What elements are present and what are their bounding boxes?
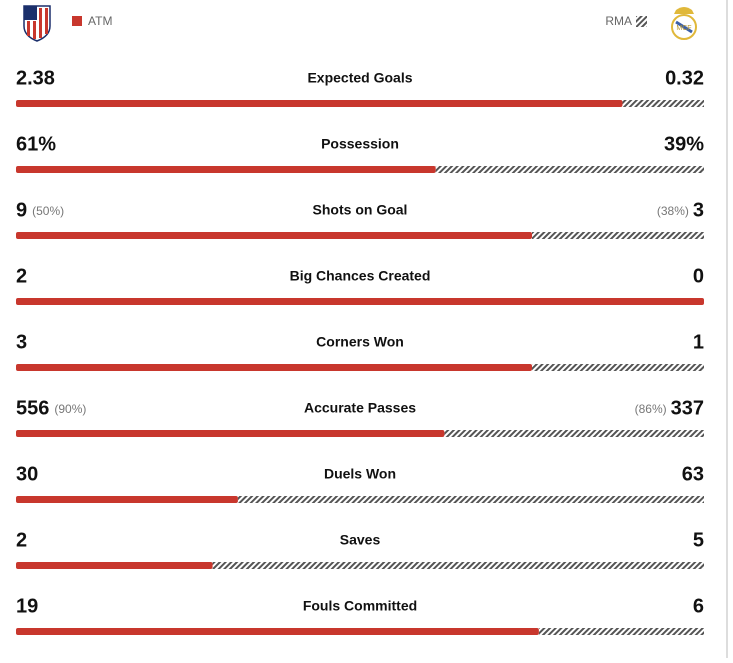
home-value: 19 (16, 595, 38, 617)
away-bar (532, 364, 704, 371)
home-bar (16, 430, 445, 437)
away-value: 39% (664, 133, 704, 155)
away-bar (237, 496, 704, 503)
away-value: 1 (693, 331, 704, 353)
away-note: (38%) (657, 204, 689, 218)
away-team: RMA (605, 14, 632, 28)
home-bar (16, 232, 532, 239)
stat-label: Duels Won (324, 466, 396, 482)
away-logo: MCF (671, 7, 697, 40)
home-note: (50%) (32, 204, 64, 218)
away-note: (86%) (635, 402, 667, 416)
away-value: 0.32 (665, 67, 704, 89)
away-bar (622, 100, 704, 107)
away-bar (444, 430, 704, 437)
away-value: 63 (682, 463, 704, 485)
away-bar (212, 562, 705, 569)
home-value: 30 (16, 463, 38, 485)
home-bar (16, 298, 704, 305)
home-bar (16, 496, 238, 503)
home-team: ATM (88, 14, 112, 28)
stat-label: Expected Goals (307, 70, 412, 86)
home-note: (90%) (54, 402, 86, 416)
home-logo (23, 5, 51, 42)
away-value: 6 (693, 595, 704, 617)
home-value: 2.38 (16, 67, 55, 89)
stat-label: Corners Won (316, 334, 404, 350)
stat-label: Big Chances Created (290, 268, 431, 284)
away-value: 337 (671, 397, 704, 419)
home-value: 2 (16, 265, 27, 287)
away-legend-swatch (636, 16, 647, 27)
stat-label: Accurate Passes (304, 400, 416, 416)
home-value: 2 (16, 529, 27, 551)
away-value: 0 (693, 265, 704, 287)
home-value: 556 (16, 397, 49, 419)
stat-label: Fouls Committed (303, 598, 417, 614)
stat-label: Possession (321, 136, 399, 152)
home-bar (16, 166, 436, 173)
svg-text:MCF: MCF (676, 25, 691, 32)
away-value: 5 (693, 529, 704, 551)
home-value: 3 (16, 331, 27, 353)
home-bar (16, 100, 623, 107)
stat-label: Shots on Goal (313, 202, 408, 218)
away-bar (435, 166, 704, 173)
home-value: 9 (16, 199, 27, 221)
stat-label: Saves (340, 532, 381, 548)
home-bar (16, 562, 213, 569)
home-legend-swatch (72, 16, 82, 26)
home-bar (16, 364, 532, 371)
away-value: 3 (693, 199, 704, 221)
away-bar (538, 628, 704, 635)
home-bar (16, 628, 539, 635)
away-bar (532, 232, 704, 239)
home-value: 61% (16, 133, 56, 155)
